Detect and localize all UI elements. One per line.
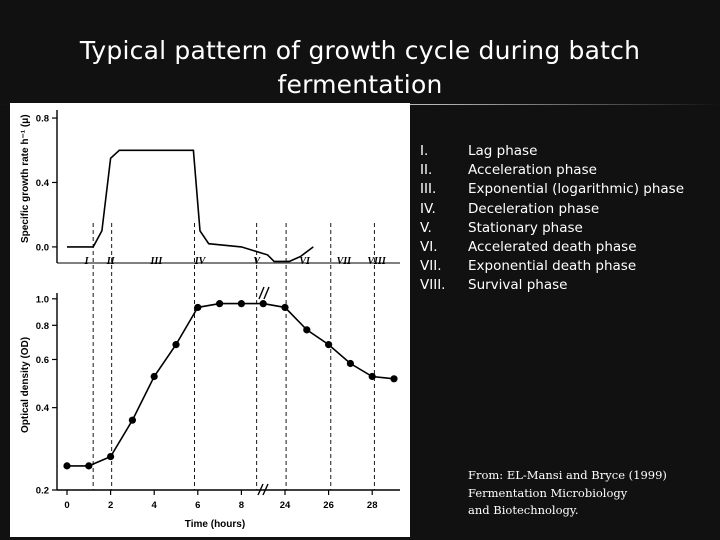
citation-source: From: EL-Mansi and Bryce (1999) (468, 468, 667, 482)
od-data-point (216, 300, 224, 308)
od-y-tick-label: 0.8 (36, 321, 49, 332)
phase-label: I (84, 256, 90, 267)
legend-item: II. Acceleration phase (420, 161, 716, 180)
growth-cycle-chart: Specific growth rate h⁻¹ (μ) 0.0 0.4 0.8 I… (20, 110, 400, 530)
growth-cycle-figure: Specific growth rate h⁻¹ (μ) 0.0 0.4 0.8 I… (10, 103, 410, 537)
legend-item-label: Deceleration phase (468, 200, 600, 217)
slide-title-line-2: fermentation (277, 70, 443, 99)
phase-label: II (106, 256, 116, 267)
od-data-point (325, 341, 333, 349)
citation-book-title: Fermentation Microbiology (468, 485, 628, 500)
legend-item-label: Acceleration phase (468, 162, 597, 179)
od-panel: Optical density (OD) Time (hours) 0.2 0.4… (20, 286, 400, 530)
od-data-point (194, 303, 202, 312)
phase-label: IV (194, 256, 207, 267)
legend-item-label: Stationary phase (468, 219, 583, 236)
rate-y-tick-label: 0.4 (36, 178, 50, 189)
rate-panel: Specific growth rate h⁻¹ (μ) 0.0 0.4 0.8 I… (20, 110, 400, 490)
time-x-tick-label: 24 (280, 500, 291, 511)
legend-item: III. Exponential (logarithmic) phase (420, 180, 716, 199)
phase-label: VII (337, 256, 353, 267)
legend-item: VII. Exponential death phase (420, 257, 716, 276)
slide-title: Typical pattern of growth cycle during b… (40, 34, 680, 102)
od-data-point (390, 375, 398, 383)
legend-item-numeral: IV. (420, 200, 436, 217)
time-x-tick-label: 0 (64, 500, 69, 511)
phase-label: III (150, 256, 164, 267)
od-data-point (150, 372, 158, 381)
od-data-point (368, 372, 376, 381)
slide-title-line-1: Typical pattern of growth cycle during b… (79, 36, 641, 65)
legend-item-numeral: V. (420, 219, 432, 236)
optical-density-curve (67, 302, 395, 467)
legend-item-numeral: VII. (420, 258, 442, 275)
od-data-point (281, 303, 289, 312)
od-data-point (85, 462, 93, 470)
od-axis-break-marker (258, 286, 270, 300)
time-x-tick-label: 8 (239, 500, 244, 511)
rate-y-axis-title: Specific growth rate h⁻¹ (μ) (20, 114, 31, 243)
rate-y-tick-label: 0.0 (36, 242, 49, 253)
legend-item-label: Lag phase (468, 143, 538, 159)
legend-item-label: Accelerated death phase (468, 238, 637, 255)
time-axis-title: Time (hours) (185, 519, 245, 530)
legend-item: IV. Deceleration phase (420, 200, 716, 219)
od-data-point (172, 341, 180, 349)
time-x-tick-label: 26 (323, 500, 334, 511)
od-data-point (63, 462, 71, 470)
time-x-tick-label: 4 (152, 500, 158, 511)
time-x-tick-label: 6 (195, 500, 200, 511)
legend-item-label: Exponential death phase (468, 258, 637, 275)
od-y-tick-label: 0.4 (36, 403, 50, 414)
phase-label: VI (299, 256, 311, 267)
od-y-axis-title: Optical density (OD) (20, 337, 31, 433)
legend-item-numeral: VIII. (420, 277, 446, 294)
phase-legend: I. Lag phase II. Acceleration phase III. Expo… (420, 142, 716, 296)
legend-item-numeral: VI. (420, 238, 438, 255)
od-y-tick-label: 1.0 (36, 294, 49, 305)
growth-rate-curve (67, 149, 314, 263)
legend-item: VIII. Survival phase (420, 276, 716, 295)
citation: From: EL-Mansi and Bryce (1999) Fermenta… (468, 467, 708, 520)
time-axis-break-marker (257, 483, 269, 496)
legend-item: I. Lag phase (420, 142, 716, 161)
od-data-point (237, 300, 245, 308)
od-data-point (128, 416, 136, 424)
legend-item-label: Survival phase (468, 277, 568, 294)
time-x-tick-label: 2 (108, 500, 113, 511)
legend-item-numeral: II. (420, 162, 433, 179)
od-y-tick-label: 0.6 (36, 355, 49, 366)
legend-item-numeral: I. (420, 143, 429, 159)
citation-book-title-cont: and Biotechnology. (468, 503, 579, 517)
legend-item-numeral: III. (420, 181, 437, 198)
od-data-point (259, 300, 267, 308)
time-x-tick-label: 28 (367, 500, 378, 511)
od-y-tick-label: 0.2 (36, 486, 49, 497)
od-data-point (107, 452, 115, 461)
phase-label: VIII (367, 256, 386, 267)
legend-item: V. Stationary phase (420, 219, 716, 238)
od-data-point (303, 326, 311, 334)
od-data-point (346, 359, 354, 368)
phase-label: V (253, 256, 261, 267)
legend-item: VI. Accelerated death phase (420, 238, 716, 257)
legend-item-label: Exponential (logarithmic) phase (468, 181, 685, 198)
rate-y-tick-label: 0.8 (36, 114, 49, 125)
